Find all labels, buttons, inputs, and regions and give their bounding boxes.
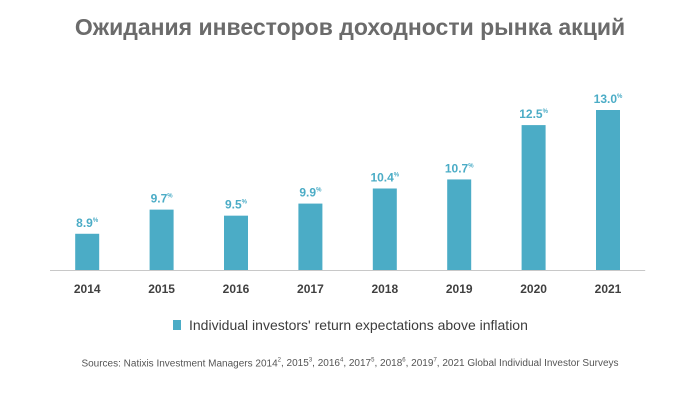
bar-2014	[75, 233, 100, 270]
sources-sup: 4	[339, 358, 344, 364]
x-tick-2020: 2020	[520, 282, 547, 296]
data-label-2017: 9.9%	[299, 186, 322, 200]
sources-year: , 2021 Global Individual Investor Survey…	[436, 358, 619, 370]
sources-sup: 7	[433, 358, 437, 364]
sources-year: , 2015	[281, 358, 309, 370]
sources-prefix: Sources: Natixis Investment Managers 201…	[81, 358, 278, 370]
data-label-2015: 9.7%	[151, 192, 174, 206]
data-label-2021: 13.0%	[594, 92, 623, 106]
x-tick-2018: 2018	[371, 282, 398, 296]
bar-2018	[372, 188, 397, 270]
data-label-2019: 10.7%	[445, 161, 474, 175]
sources-sup: 6	[402, 358, 406, 364]
sources-sup: 3	[308, 358, 313, 364]
bar-2021	[596, 110, 620, 270]
data-label-2016: 9.5%	[225, 198, 248, 212]
sources-year: , 2018	[374, 358, 403, 370]
bar-chart: 8.9% 9.7% 9.5% 9.9% 10.4% 10.7% 12.5% 13.0% 201…	[50, 92, 646, 296]
sources-year: , 2017	[343, 358, 372, 370]
sources-note: Sources: Natixis Investment Managers 201…	[0, 358, 700, 369]
chart-title: Ожидания инвесторов доходности рынка акц…	[74, 14, 626, 40]
x-tick-2017: 2017	[297, 282, 324, 296]
x-tick-2014: 2014	[74, 282, 101, 296]
bar-2020	[521, 125, 546, 271]
x-tick-2016: 2016	[223, 282, 250, 296]
legend-swatch	[173, 320, 181, 330]
bar-2017	[298, 203, 323, 270]
data-label-2014: 8.9%	[76, 216, 99, 230]
x-tick-2015: 2015	[148, 282, 175, 296]
sources-year: , 2016	[312, 358, 340, 370]
bar-2015	[149, 209, 174, 270]
sources-sup: 5	[371, 358, 375, 364]
legend-label: Individual investors' return expectation…	[189, 317, 528, 333]
data-label-2018: 10.4%	[370, 170, 399, 184]
x-tick-2021: 2021	[595, 282, 622, 296]
legend: Individual investors' return expectation…	[173, 317, 528, 333]
x-tick-2019: 2019	[446, 282, 473, 296]
bar-2016	[224, 215, 248, 270]
sources-sup: 2	[277, 358, 281, 364]
sources-year: , 2019	[405, 358, 434, 370]
bar-2019	[447, 179, 472, 270]
data-label-2020: 12.5%	[519, 107, 548, 121]
